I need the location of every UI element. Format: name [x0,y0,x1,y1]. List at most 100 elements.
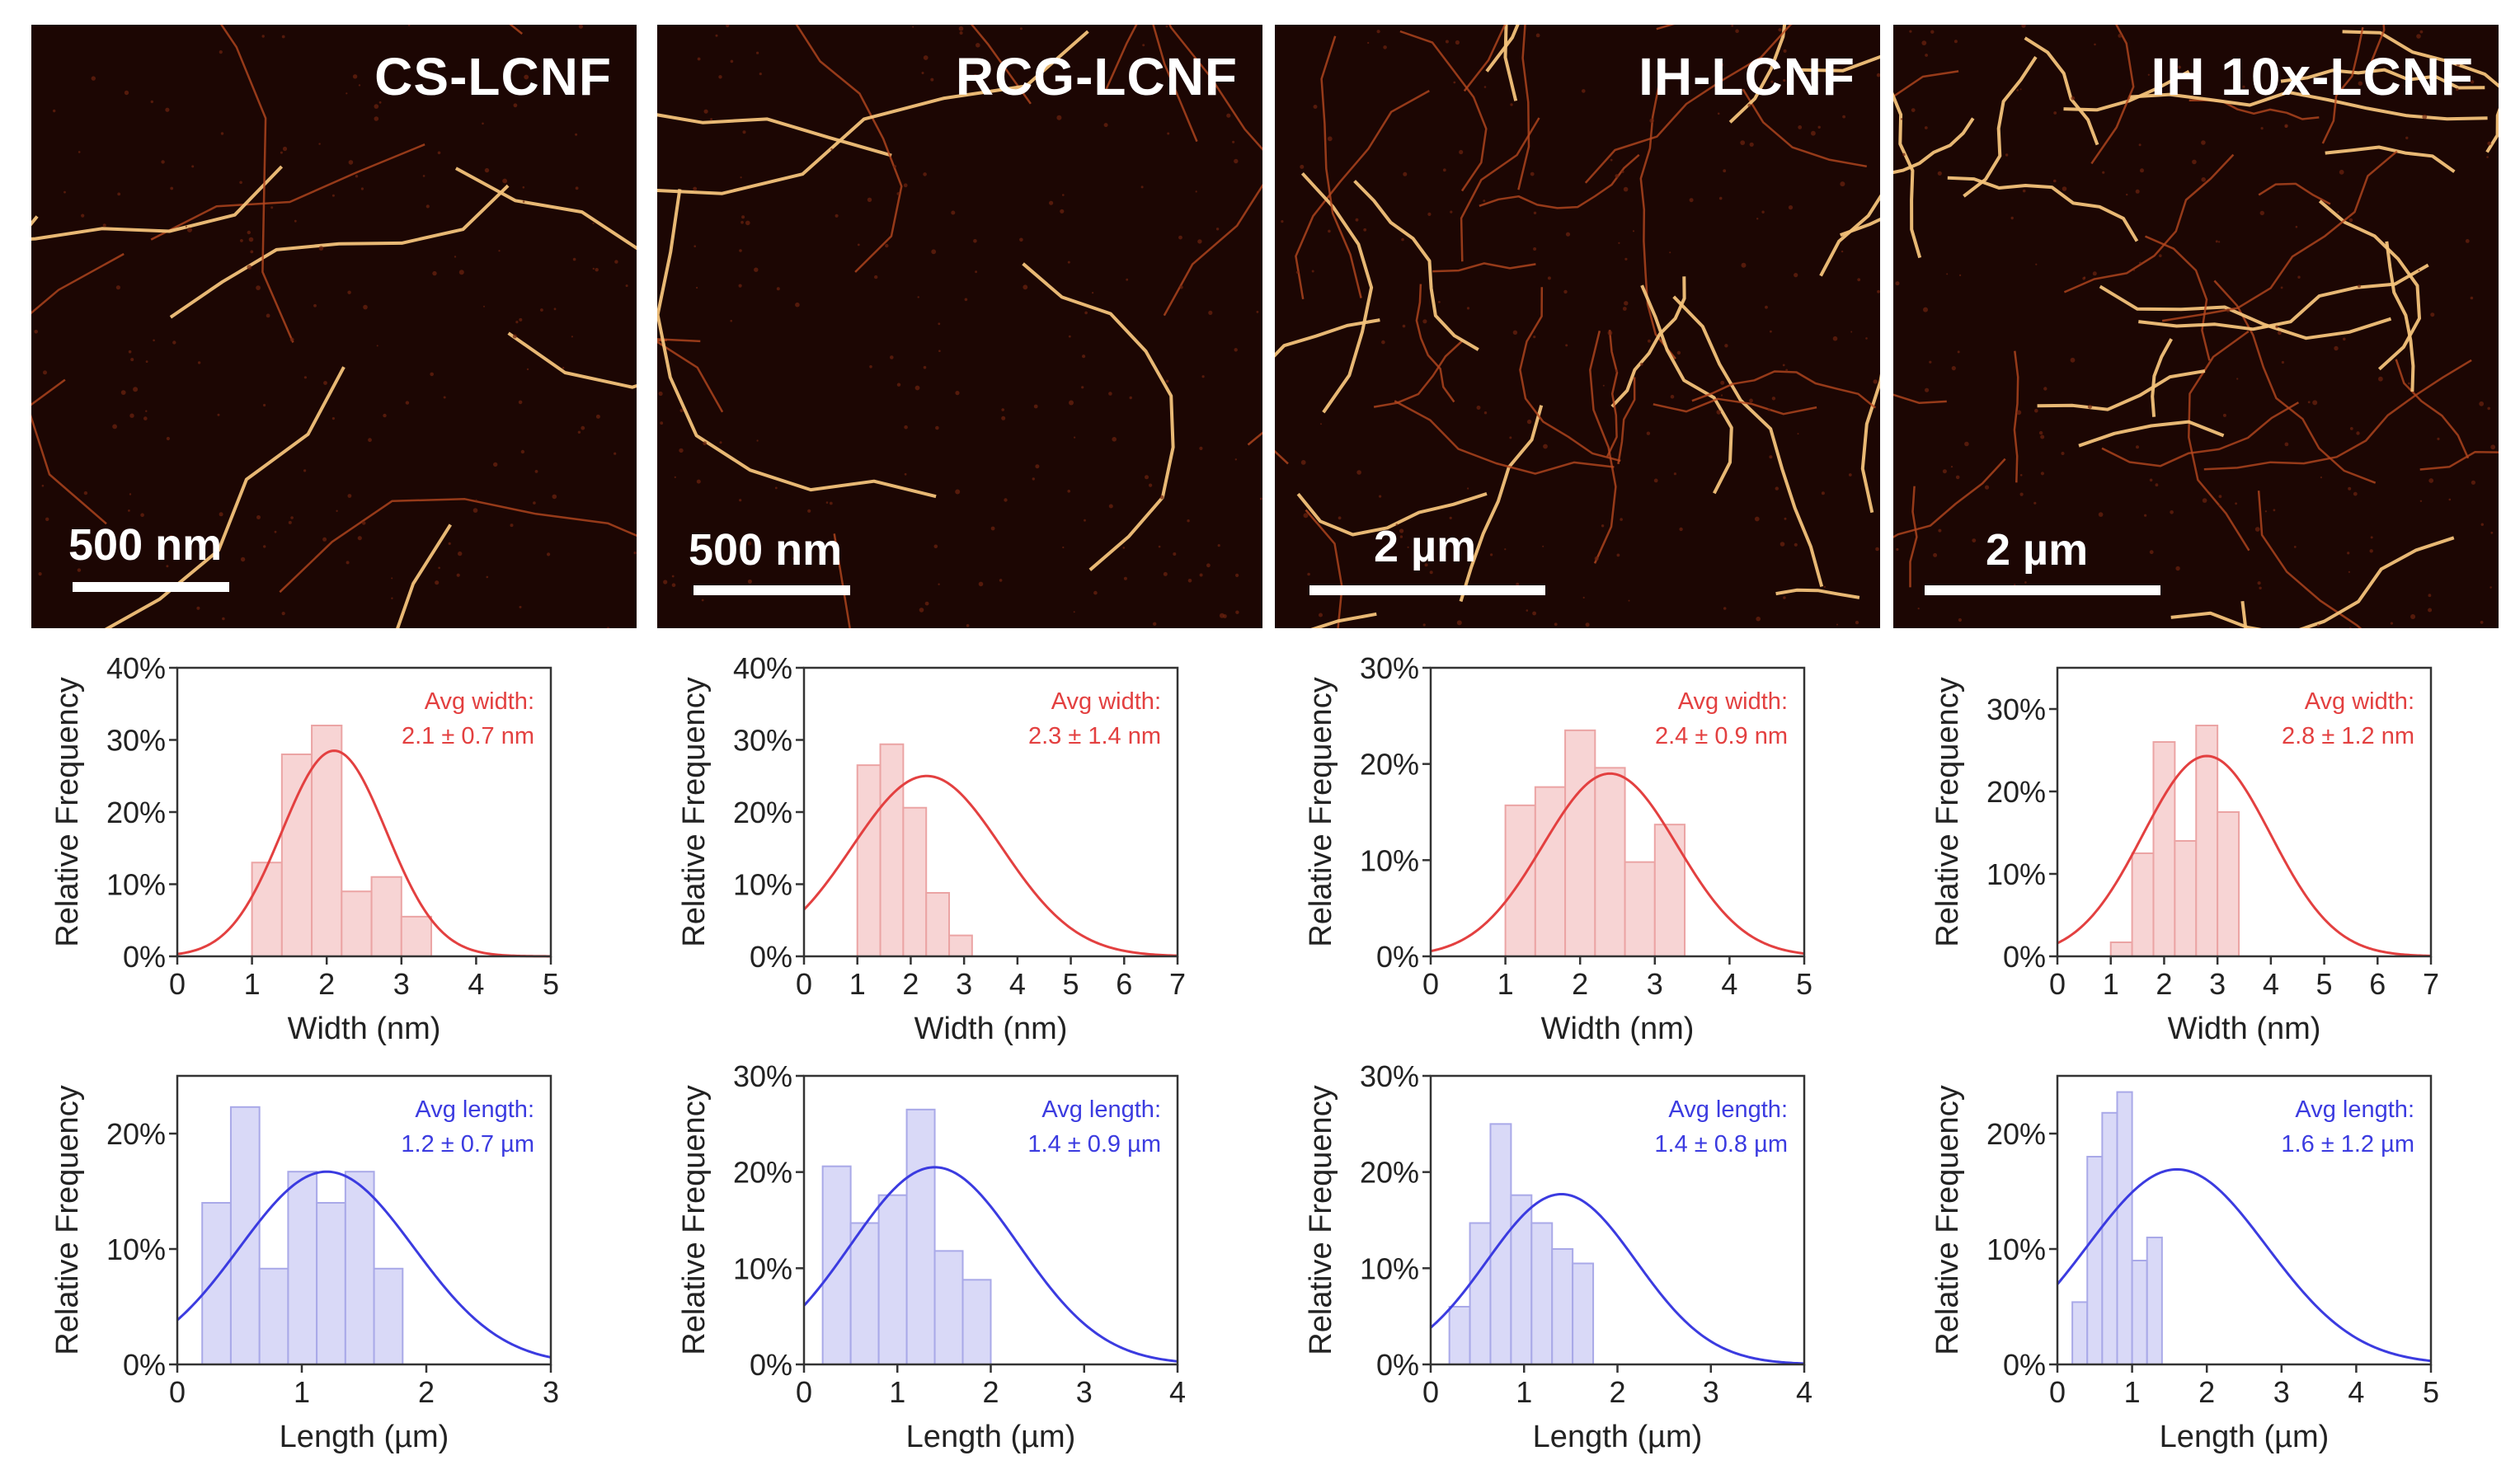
fibril [2258,182,2331,205]
fibril [1305,509,1343,628]
y-tick-label: 20% [1360,1156,1419,1190]
particle [1720,380,1725,385]
particle [2422,114,2428,120]
scale-bar [73,582,229,592]
particle [289,337,294,342]
particle [2312,400,2318,406]
fibril [1432,262,1536,273]
particle [1035,464,1040,469]
particle [2043,387,2048,391]
particle [1771,397,1776,401]
particle [383,413,387,418]
particle [1467,487,1469,490]
particle [1582,89,1586,93]
gaussian-fit-line [802,774,1178,957]
fibril [2342,30,2499,88]
particle [1628,599,1630,602]
particle [1533,247,1537,251]
particle [2035,263,2038,265]
particle [1126,278,1129,281]
fibril [2037,369,2206,411]
histogram-bar [925,892,951,957]
particle [1504,548,1507,551]
gaussian-fit-line [176,749,551,958]
particle [1624,257,1628,261]
particle [914,385,920,391]
particle [679,448,684,453]
particle [2098,512,2104,517]
particle [1259,497,1262,500]
particle [1783,596,1786,599]
x-tick-label: 6 [1116,967,1132,1001]
x-tick-label: 0 [1422,967,1439,1001]
particle [191,165,195,168]
particle [165,107,170,112]
fibril [1168,25,1262,446]
particle [1938,528,1942,533]
particle [2149,550,2154,555]
particle [1159,495,1164,500]
particle [1946,273,1949,275]
afm-image-cs-lcnf: CS-LCNF 500 nm [31,25,637,628]
particle [1381,551,1385,554]
fibril [1672,295,1824,588]
particle [2226,308,2230,312]
particle [933,544,938,549]
particle [1735,29,1739,33]
particle [575,133,578,136]
particle [1648,339,1651,343]
particle [1679,527,1683,532]
particle [112,424,117,430]
scale-bar-label: 500 nm [689,525,843,575]
fibril-texture [657,25,1262,628]
x-tick-label: 3 [543,1375,559,1409]
x-tick-label: 1 [244,967,261,1001]
fibril [1296,491,1488,537]
particle [674,476,676,479]
particle [1624,301,1629,306]
particle [2178,65,2181,69]
particle [703,441,708,446]
x-tick-label: 2 [982,1375,999,1409]
fibril [2321,26,2364,144]
particle [2370,536,2373,539]
particle [726,25,730,28]
particle [671,583,676,587]
particle [696,479,701,484]
particle [1615,174,1620,178]
particle [1716,410,1722,415]
particle [187,227,192,232]
particle [256,515,261,519]
x-axis-label: Width (nm) [2168,1012,2321,1046]
particle [1724,344,1728,348]
particle [1623,186,1629,192]
particle [45,517,49,521]
particle [540,308,543,312]
particle [1610,158,1613,162]
particle [2320,477,2322,479]
particle [1855,621,1859,625]
particle [250,250,254,254]
fibril [1893,92,1922,259]
particle [679,408,684,413]
particle [1761,210,1765,214]
particle [1747,103,1751,107]
particle [518,400,523,405]
particle [595,268,599,272]
particle [1909,30,1912,33]
fibril [1519,287,1621,463]
particle [220,132,224,135]
particle [973,73,978,79]
particle [347,494,352,498]
particle [867,197,872,202]
fibril [1617,377,1636,465]
plot-frame [176,1074,552,1366]
fibril [1653,397,1817,416]
histogram-bar [400,915,433,957]
particle [2465,239,2470,243]
particle [1749,142,1754,147]
particle [2202,498,2207,503]
particle [2014,584,2016,586]
particle [2348,218,2353,223]
histogram-bar [2131,1260,2148,1365]
